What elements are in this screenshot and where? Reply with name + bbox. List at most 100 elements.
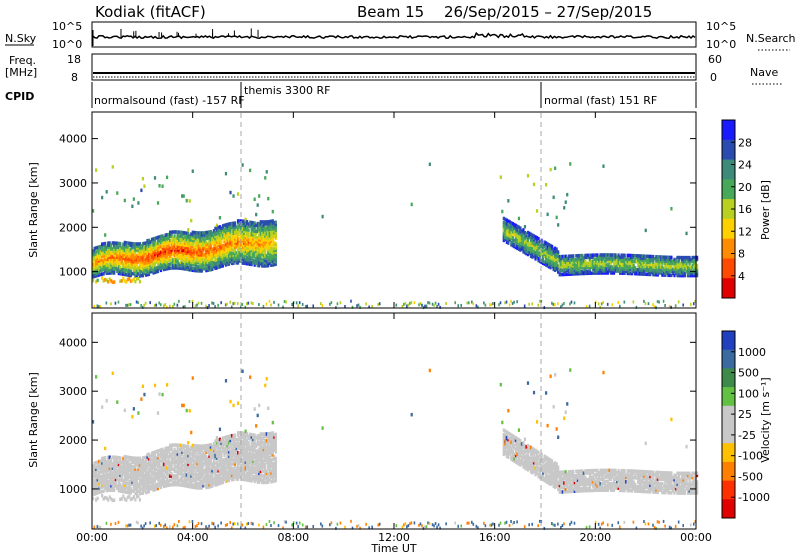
velocity-cell	[190, 431, 192, 435]
velocity-cell	[158, 392, 160, 396]
power-cell	[258, 194, 260, 198]
power-cell	[110, 302, 112, 305]
power-cell	[190, 219, 192, 223]
velocity-cell	[157, 411, 159, 415]
power-cell	[657, 300, 659, 303]
velocity-cell	[139, 498, 141, 502]
power-cell	[264, 176, 266, 180]
velocity-cell	[101, 405, 103, 409]
velocity-cell	[158, 522, 160, 525]
velocity-cell	[161, 393, 163, 397]
velocity-cell	[134, 498, 136, 502]
power-cell	[143, 184, 145, 188]
velocity-cell	[124, 409, 126, 413]
power-cell	[350, 300, 352, 303]
power-cell	[255, 213, 257, 217]
power-cell	[187, 228, 189, 232]
power-cell	[485, 304, 487, 307]
velocity-cell	[106, 399, 108, 403]
power-cell	[251, 301, 253, 304]
velocity-cell	[131, 415, 133, 419]
power-cell	[130, 303, 132, 306]
velocity-cell	[142, 385, 144, 389]
power-cell	[163, 304, 165, 307]
colorbar-tick-label: 20	[738, 181, 752, 194]
power-cell	[331, 301, 333, 304]
power-cell	[136, 300, 138, 303]
power-cell	[296, 301, 298, 304]
power-cell	[553, 196, 555, 200]
power-cell	[229, 191, 231, 195]
velocity-cell	[192, 376, 194, 380]
cpid-segment-3: normal (fast) 151 RF	[544, 94, 657, 107]
power-cell	[337, 302, 339, 305]
velocity-cell	[163, 525, 165, 528]
power-heatmap	[92, 162, 698, 309]
power-cell	[297, 304, 299, 307]
power-cell	[269, 300, 271, 303]
power-cell	[133, 197, 135, 201]
colorbar-swatch	[722, 278, 735, 298]
power-cell	[128, 303, 130, 306]
nave-tick-bottom: 0	[710, 71, 717, 84]
power-cell	[365, 302, 367, 305]
power-cell	[257, 203, 259, 207]
power-cell	[377, 303, 379, 306]
power-cell	[124, 199, 126, 203]
power-cell	[225, 303, 227, 306]
power-cell	[104, 233, 106, 237]
velocity-cell	[177, 524, 179, 527]
y-tick-label: 4000	[59, 133, 87, 146]
power-cell	[518, 217, 520, 221]
power-cell	[619, 305, 621, 308]
power-cell	[562, 304, 564, 307]
power-cell	[513, 301, 515, 304]
nave-tick-top: 60	[708, 53, 722, 66]
power-cell	[284, 300, 286, 303]
power-cell	[545, 183, 547, 187]
power-cell	[409, 302, 411, 305]
power-cell	[158, 302, 160, 305]
power-cell	[607, 303, 609, 306]
power-cell	[420, 302, 422, 305]
velocity-cell	[183, 404, 185, 408]
power-cell	[414, 301, 416, 304]
power-cell	[140, 189, 142, 193]
velocity-heatmap	[92, 368, 698, 530]
power-cell	[512, 302, 514, 305]
power-cell	[166, 176, 168, 180]
velocity-cell	[211, 522, 213, 525]
power-cell	[189, 199, 191, 203]
velocity-cell	[100, 526, 102, 529]
power-cell	[476, 304, 478, 307]
cpid-label: CPID	[5, 90, 34, 103]
power-cell	[436, 305, 438, 308]
colorbar-tick-label: 8	[738, 248, 745, 261]
nsky-trace	[93, 28, 695, 46]
power-cell	[569, 162, 571, 166]
beam-title: Beam 15	[357, 3, 424, 21]
freq-tick-top: 18	[67, 53, 81, 66]
power-cell	[489, 303, 491, 306]
power-cell	[500, 175, 502, 179]
power-cell	[164, 303, 166, 306]
y-tick-label: 3000	[59, 177, 87, 190]
velocity-cell	[143, 524, 145, 527]
power-cell	[266, 303, 268, 306]
power-cell	[161, 184, 163, 188]
power-cell	[611, 303, 613, 306]
velocity-cell	[130, 524, 132, 527]
power-cell	[186, 199, 188, 203]
power-cell	[106, 301, 108, 304]
colorbar-tick-label: 4	[738, 270, 745, 283]
power-cell	[682, 304, 684, 307]
power-cell	[270, 303, 272, 306]
power-cell	[225, 172, 227, 176]
power-cell	[652, 303, 654, 306]
power-cell	[433, 304, 435, 307]
power-cell	[678, 300, 680, 303]
velocity-cell	[116, 400, 118, 404]
power-cell	[633, 300, 635, 303]
velocity-cell	[186, 409, 188, 413]
power-cell	[527, 174, 529, 178]
